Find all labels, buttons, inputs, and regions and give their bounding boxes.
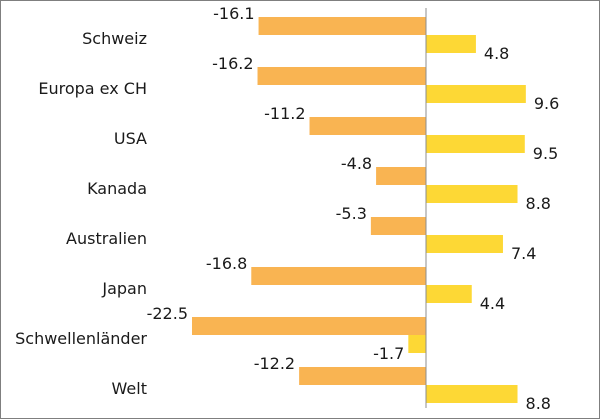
- category-label: Schweiz: [82, 29, 147, 48]
- bar-series-1: [257, 67, 426, 85]
- category-label: Europa ex CH: [38, 79, 147, 98]
- bar-series-2: [426, 35, 476, 53]
- bar-series-2: [426, 235, 503, 253]
- bar-series-2: [426, 385, 518, 403]
- category-label: Japan: [101, 279, 147, 298]
- data-label: -1.7: [373, 344, 404, 363]
- bar-series-1: [376, 167, 426, 185]
- data-label: -11.2: [264, 104, 305, 123]
- data-label: -22.5: [147, 304, 188, 323]
- category-label: Welt: [112, 379, 147, 398]
- bar-series-1: [258, 17, 426, 35]
- data-label: 7.4: [511, 244, 536, 263]
- data-label: -16.1: [213, 4, 254, 23]
- bar-series-1: [251, 267, 426, 285]
- data-label: -16.2: [212, 54, 253, 73]
- data-label: 9.5: [533, 144, 558, 163]
- data-label: 4.4: [480, 294, 505, 313]
- data-label: 4.8: [484, 44, 509, 63]
- data-label: 8.8: [526, 394, 551, 413]
- bar-series-2: [426, 185, 518, 203]
- bar-series-2: [426, 285, 472, 303]
- data-label: 8.8: [526, 194, 551, 213]
- bar-series-2: [426, 135, 525, 153]
- category-label: USA: [114, 129, 147, 148]
- data-label: -16.8: [206, 254, 247, 273]
- data-label: 9.6: [534, 94, 559, 113]
- bar-series-1: [370, 217, 426, 235]
- data-label: -12.2: [254, 354, 295, 373]
- category-label: Schwellenländer: [15, 329, 147, 348]
- data-label: -4.8: [341, 154, 372, 173]
- bar-series-2: [426, 85, 526, 103]
- bar-series-1: [299, 367, 426, 385]
- category-label: Australien: [66, 229, 147, 248]
- category-label: Kanada: [87, 179, 147, 198]
- bar-series-1: [192, 317, 426, 335]
- bar-series-2: [408, 335, 426, 353]
- data-label: -5.3: [336, 204, 367, 223]
- bar-series-1: [309, 117, 426, 135]
